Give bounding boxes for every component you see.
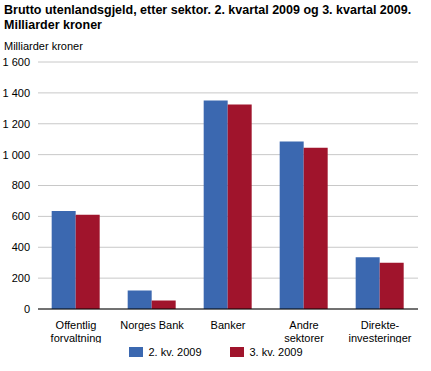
html-text:3. kv. 2009: 3. kv. 2009 (249, 346, 303, 358)
html-text:2. kv. 2009: 2. kv. 2009 (148, 346, 202, 358)
svg-text:Banker: Banker (211, 319, 246, 331)
svg-text:800: 800 (12, 179, 30, 191)
svg-text:200: 200 (12, 272, 30, 284)
svg-text:Andresektorer: Andresektorer (284, 319, 324, 343)
svg-text:Offentligforvaltning: Offentligforvaltning (51, 319, 102, 343)
svg-text:1 200: 1 200 (8, 118, 30, 130)
svg-text:1 000: 1 000 (8, 149, 30, 161)
svg-text:1 400: 1 400 (8, 87, 30, 99)
html-text:Brutto utenlandsgjeld, etter s: Brutto utenlandsgjeld, etter sektor. 2. … (4, 3, 412, 32)
svg-text:600: 600 (12, 210, 30, 222)
svg-text:0: 0 (24, 303, 30, 315)
html-text:Milliarder kroner: Milliarder kroner (4, 40, 83, 52)
svg-text:Direkte-investeringer: Direkte-investeringer (349, 319, 412, 343)
svg-text:400: 400 (12, 241, 30, 253)
svg-text:1 600: 1 600 (8, 56, 30, 68)
svg-text:Norges Bank: Norges Bank (120, 319, 184, 331)
